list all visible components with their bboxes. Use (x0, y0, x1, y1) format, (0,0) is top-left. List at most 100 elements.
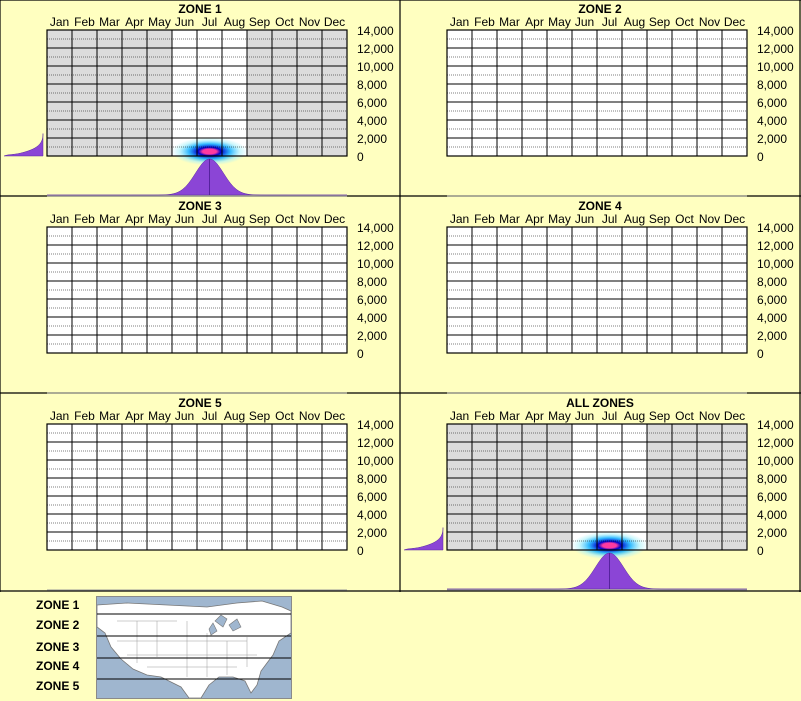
elevation-tick-label: 8,000 (757, 275, 787, 289)
month-label: Jan (50, 409, 69, 423)
month-label: Sep (249, 409, 271, 423)
elevation-tick-label: 10,000 (757, 60, 794, 74)
month-label: Aug (624, 212, 645, 226)
month-label: Apr (125, 15, 144, 29)
inactive-month (722, 424, 747, 550)
inactive-month (122, 30, 147, 156)
elevation-tick-label: 10,000 (357, 454, 394, 468)
elevation-tick-label: 14,000 (757, 24, 794, 38)
plot-border (446, 29, 748, 157)
month-label: Jun (575, 409, 594, 423)
elevation-tick-label: 2,000 (357, 329, 387, 343)
month-label: May (148, 15, 171, 29)
month-label: Sep (249, 15, 271, 29)
month-label: Nov (699, 15, 720, 29)
month-label: Nov (299, 15, 320, 29)
month-label: Jun (175, 409, 194, 423)
chart-title: ALL ZONES (566, 396, 634, 410)
elevation-tick-label: 4,000 (757, 114, 787, 128)
plot-border (446, 423, 748, 551)
inactive-month (272, 30, 297, 156)
month-distribution (47, 158, 347, 196)
month-label: Sep (249, 212, 271, 226)
month-label: Nov (299, 409, 320, 423)
month-label: Jun (175, 212, 194, 226)
month-label: Oct (275, 212, 294, 226)
elevation-tick-label: 4,000 (357, 311, 387, 325)
month-label: Mar (99, 409, 120, 423)
month-label: Mar (499, 212, 520, 226)
plot-border (46, 226, 348, 354)
month-label: Aug (624, 15, 645, 29)
elevation-tick-label: 2,000 (757, 329, 787, 343)
density-blob (171, 137, 248, 166)
month-label: Jan (450, 409, 469, 423)
north-america-map (96, 596, 292, 699)
chart-title: ZONE 1 (178, 2, 222, 16)
elevation-tick-label: 14,000 (757, 418, 794, 432)
zone-charts: ZONE 1 Jan Feb Mar Apr May Jun Jul Aug Sep Oct Nov D… (0, 0, 801, 592)
plot-border (446, 226, 748, 354)
month-label: Dec (724, 15, 745, 29)
elevation-tick-label: 2,000 (757, 526, 787, 540)
elevation-tick-label: 8,000 (757, 78, 787, 92)
elevation-tick-label: 10,000 (357, 60, 394, 74)
month-label: May (548, 409, 571, 423)
month-label: Feb (74, 212, 95, 226)
month-label: Apr (125, 212, 144, 226)
legend-zone-5: ZONE 5 (36, 679, 80, 693)
elevation-tick-label: 6,000 (757, 490, 787, 504)
month-label: Feb (74, 15, 95, 29)
elevation-tick-label: 4,000 (357, 508, 387, 522)
month-label: May (148, 212, 171, 226)
month-label: Jul (602, 15, 617, 29)
inactive-month (472, 424, 497, 550)
elevation-tick-label: 10,000 (757, 454, 794, 468)
elevation-tick-label: 6,000 (357, 96, 387, 110)
zone-chart: ZONE 5 Jan Feb Mar Apr May Jun Jul Aug Sep Oct Nov D… (46, 396, 394, 591)
elevation-tick-label: 4,000 (357, 114, 387, 128)
elevation-tick-label: 4,000 (757, 508, 787, 522)
elevation-tick-label: 0 (357, 150, 364, 164)
elevation-tick-label: 14,000 (357, 221, 394, 235)
elevation-tick-label: 8,000 (357, 78, 387, 92)
elevation-tick-label: 14,000 (757, 221, 794, 235)
month-label: Aug (224, 15, 245, 29)
elevation-tick-label: 12,000 (757, 239, 794, 253)
month-label: Dec (324, 15, 345, 29)
month-label: Oct (275, 409, 294, 423)
elevation-tick-label: 14,000 (357, 418, 394, 432)
legend-zone-2: ZONE 2 (36, 618, 80, 632)
month-distribution (447, 552, 747, 590)
month-label: May (548, 212, 571, 226)
elevation-tick-label: 8,000 (757, 472, 787, 486)
elevation-tick-label: 10,000 (757, 257, 794, 271)
zone-chart: ZONE 2 Jan Feb Mar Apr May Jun Jul Aug Sep Oct Nov D… (446, 2, 794, 197)
month-label: Oct (275, 15, 294, 29)
month-label: Nov (299, 212, 320, 226)
month-label: Jul (602, 212, 617, 226)
elevation-tick-label: 0 (757, 544, 764, 558)
month-label: Jul (202, 15, 217, 29)
legend-zone-3: ZONE 3 (36, 640, 80, 654)
zone-chart: ALL ZONES Jan Feb Mar Apr May Jun Jul Aug Sep Oct N… (403, 396, 794, 591)
zone-chart: ZONE 4 Jan Feb Mar Apr May Jun Jul Aug Sep Oct Nov D… (446, 199, 794, 394)
month-label: Aug (624, 409, 645, 423)
month-label: Feb (474, 15, 495, 29)
inactive-month (672, 424, 697, 550)
month-label: Sep (649, 15, 671, 29)
chart-title: ZONE 3 (178, 199, 222, 213)
month-label: Oct (675, 212, 694, 226)
month-label: Oct (675, 409, 694, 423)
month-label: Dec (324, 409, 345, 423)
month-label: Dec (724, 409, 745, 423)
elevation-distribution (403, 527, 444, 551)
month-label: Sep (649, 212, 671, 226)
inactive-month (72, 30, 97, 156)
elevation-tick-label: 0 (757, 347, 764, 361)
elevation-distribution (3, 133, 44, 157)
elevation-tick-label: 8,000 (357, 275, 387, 289)
elevation-tick-label: 2,000 (357, 132, 387, 146)
elevation-tick-label: 4,000 (757, 311, 787, 325)
month-label: Mar (499, 409, 520, 423)
